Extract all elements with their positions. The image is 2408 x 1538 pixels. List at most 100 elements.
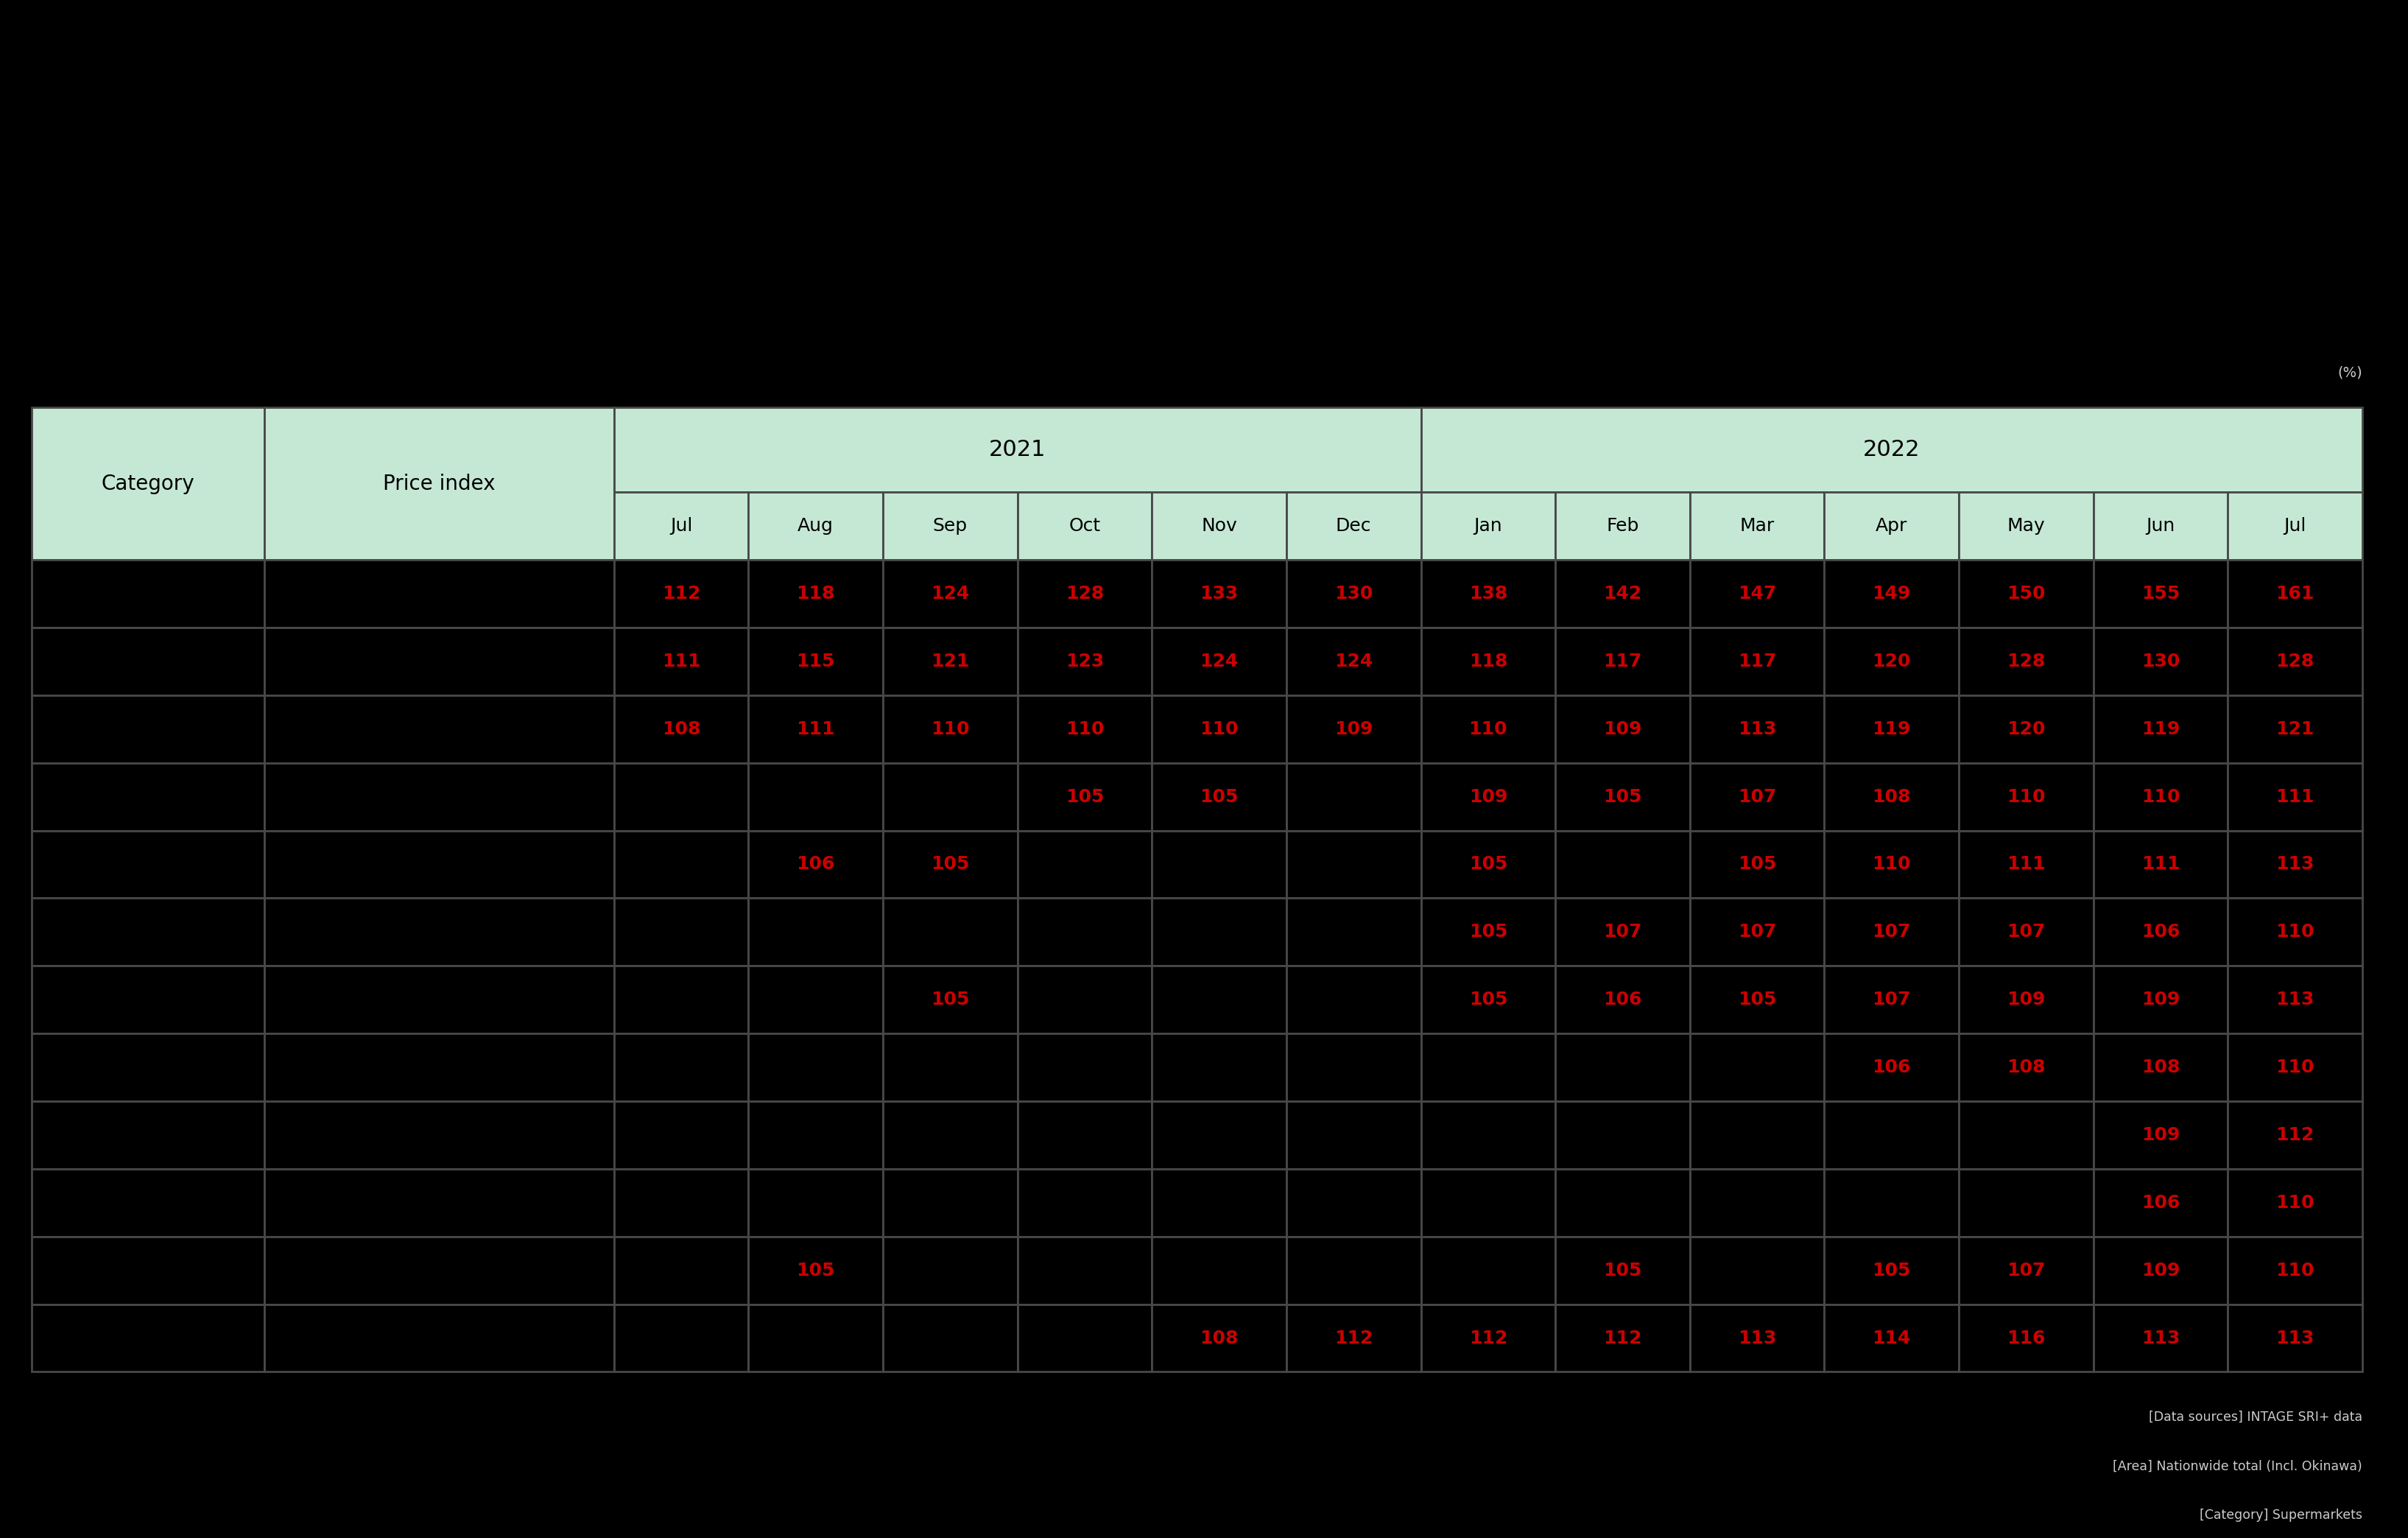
Text: 111: 111 [797,720,836,738]
Text: 120: 120 [2006,720,2044,738]
Text: 120: 120 [1873,652,1912,671]
Text: 128: 128 [2276,652,2314,671]
Text: 121: 121 [2276,720,2314,738]
Text: Jul: Jul [669,517,694,535]
Text: 111: 111 [2006,855,2044,874]
Text: 128: 128 [2006,652,2044,671]
Text: 117: 117 [1604,652,1642,671]
Text: 107: 107 [2006,923,2044,941]
Text: 113: 113 [1739,720,1777,738]
Text: 105: 105 [1873,1261,1912,1280]
Text: Apr: Apr [1876,517,1907,535]
Text: 107: 107 [1739,923,1777,941]
Text: 113: 113 [2276,1329,2314,1347]
Text: 108: 108 [1873,787,1912,806]
Text: 108: 108 [1199,1329,1238,1347]
Text: May: May [2006,517,2044,535]
Text: 110: 110 [2141,787,2179,806]
Text: 118: 118 [797,584,836,603]
Text: 106: 106 [1873,1058,1912,1077]
Text: [Category] Supermarkets: [Category] Supermarkets [2199,1509,2362,1523]
Text: 105: 105 [932,990,970,1009]
Text: 109: 109 [2006,990,2044,1009]
Text: 106: 106 [1604,990,1642,1009]
Text: Jun: Jun [2146,517,2174,535]
Text: 114: 114 [1873,1329,1912,1347]
Text: [Area] Nationwide total (Incl. Okinawa): [Area] Nationwide total (Incl. Okinawa) [2112,1460,2362,1473]
Text: 121: 121 [932,652,970,671]
Text: 106: 106 [2141,923,2179,941]
Text: 161: 161 [2276,584,2314,603]
Text: 107: 107 [1739,787,1777,806]
Text: 112: 112 [2276,1126,2314,1144]
Text: 113: 113 [1739,1329,1777,1347]
Text: 2022: 2022 [1864,440,1919,460]
Text: 110: 110 [1064,720,1103,738]
Text: 142: 142 [1604,584,1642,603]
Text: 155: 155 [2141,584,2179,603]
Text: Jan: Jan [1474,517,1503,535]
Text: 105: 105 [1469,990,1507,1009]
Text: Price index: Price index [383,474,496,494]
Text: 124: 124 [1199,652,1238,671]
Text: 110: 110 [2276,1058,2314,1077]
Text: 110: 110 [1199,720,1238,738]
Text: 2021: 2021 [990,440,1045,460]
Text: 110: 110 [2276,923,2314,941]
Text: 130: 130 [1334,584,1373,603]
Text: 110: 110 [2006,787,2044,806]
Text: 112: 112 [1334,1329,1373,1347]
Text: 110: 110 [932,720,970,738]
Text: 130: 130 [2141,652,2179,671]
Text: 113: 113 [2141,1329,2179,1347]
Text: Dec: Dec [1336,517,1373,535]
Text: 108: 108 [2141,1058,2179,1077]
Text: 105: 105 [1739,990,1777,1009]
Text: 107: 107 [1873,990,1912,1009]
Text: 105: 105 [1604,787,1642,806]
Text: 106: 106 [797,855,836,874]
Text: (%): (%) [2338,366,2362,380]
Text: Feb: Feb [1606,517,1640,535]
Text: 119: 119 [2141,720,2179,738]
Text: 110: 110 [1873,855,1912,874]
Text: 105: 105 [1064,787,1103,806]
Text: 105: 105 [932,855,970,874]
Text: 147: 147 [1739,584,1777,603]
Text: 105: 105 [1469,855,1507,874]
Text: 119: 119 [1873,720,1912,738]
Text: 105: 105 [1604,1261,1642,1280]
Text: 106: 106 [2141,1193,2179,1212]
Text: Jul: Jul [2283,517,2307,535]
Text: 113: 113 [2276,990,2314,1009]
Text: 150: 150 [2006,584,2044,603]
Text: 110: 110 [2276,1193,2314,1212]
Text: 108: 108 [2006,1058,2044,1077]
Text: 133: 133 [1199,584,1238,603]
Text: [Data sources] INTAGE SRI+ data: [Data sources] INTAGE SRI+ data [2148,1410,2362,1424]
Text: 105: 105 [1469,923,1507,941]
Text: 109: 109 [2141,990,2179,1009]
Text: 117: 117 [1739,652,1777,671]
Text: 111: 111 [662,652,701,671]
Text: 107: 107 [2006,1261,2044,1280]
Text: 112: 112 [662,584,701,603]
Text: 110: 110 [2276,1261,2314,1280]
Text: 113: 113 [2276,855,2314,874]
Text: 124: 124 [932,584,970,603]
Text: 110: 110 [1469,720,1507,738]
Text: 123: 123 [1064,652,1103,671]
Text: Oct: Oct [1069,517,1100,535]
Text: 112: 112 [1604,1329,1642,1347]
Text: 107: 107 [1873,923,1912,941]
Text: Category: Category [101,474,195,494]
Text: 111: 111 [2141,855,2179,874]
Text: Mar: Mar [1739,517,1775,535]
Text: 128: 128 [1064,584,1103,603]
Text: 109: 109 [2141,1261,2179,1280]
Text: 111: 111 [2276,787,2314,806]
Text: 108: 108 [662,720,701,738]
Text: 109: 109 [2141,1126,2179,1144]
Text: 105: 105 [1739,855,1777,874]
Text: 109: 109 [1604,720,1642,738]
